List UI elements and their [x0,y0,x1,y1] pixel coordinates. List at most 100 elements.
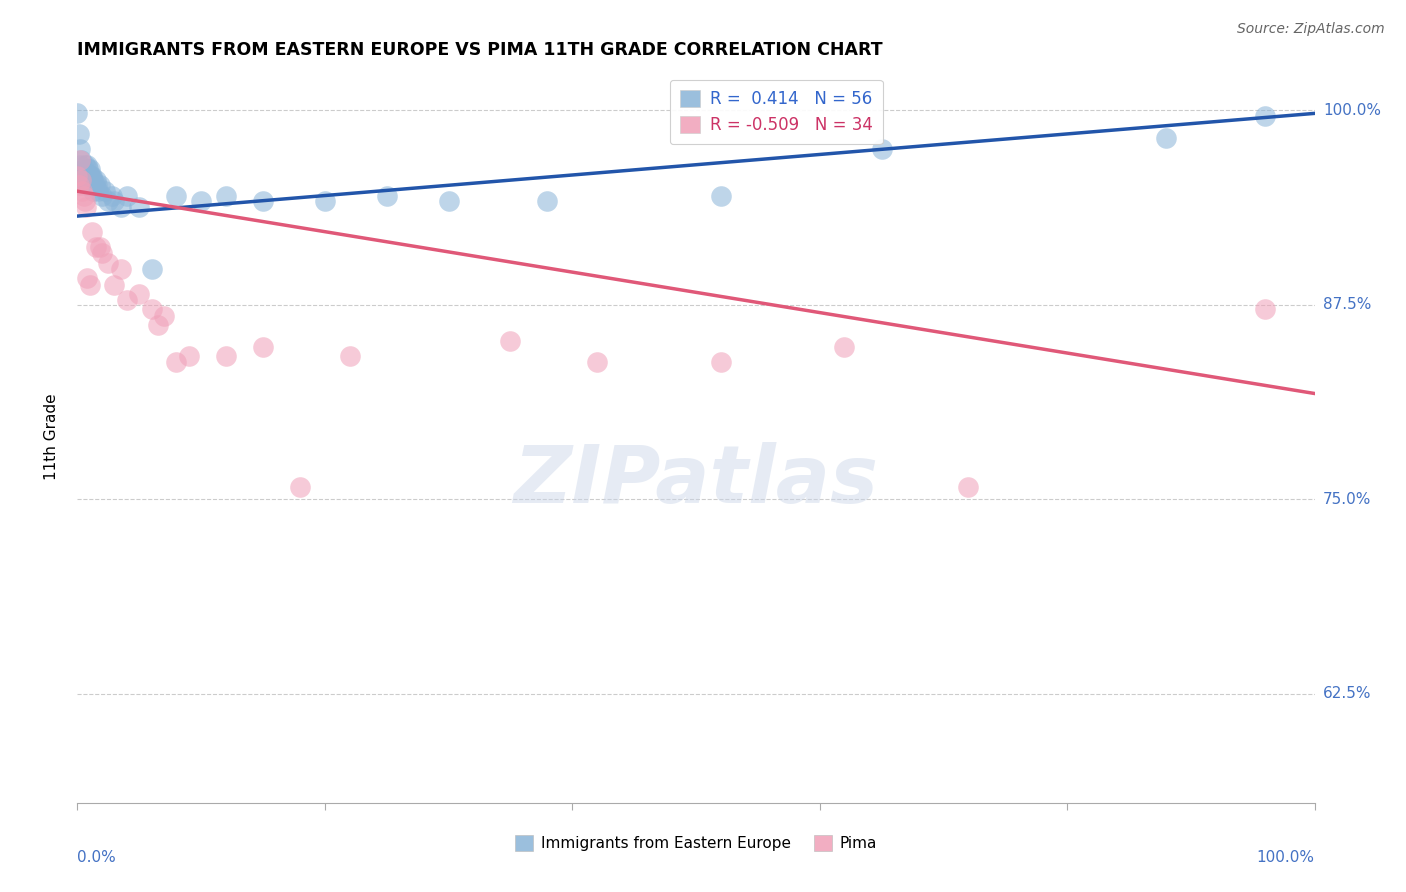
Text: Source: ZipAtlas.com: Source: ZipAtlas.com [1237,22,1385,37]
Point [710,355,733,369]
Point [76,271,98,285]
Point [110,200,132,214]
Text: 0.0%: 0.0% [77,850,117,865]
Point [73,158,96,172]
Point [76,178,98,192]
Point [73,194,96,208]
Point [87,184,110,198]
Point [79,169,101,183]
Point [72,162,94,177]
Point [72,169,94,183]
Point [83,178,105,192]
Point [70,173,93,187]
Point [70,165,93,179]
Point [252,194,274,208]
Point [72,173,94,187]
Point [82,184,104,198]
Point [73,169,96,183]
Text: IMMIGRANTS FROM EASTERN EUROPE VS PIMA 11TH GRADE CORRELATION CHART: IMMIGRANTS FROM EASTERN EUROPE VS PIMA 1… [77,41,883,59]
Point [141,302,163,317]
Y-axis label: 11th Grade: 11th Grade [44,393,59,481]
Text: 100.0%: 100.0% [1257,850,1315,865]
Point [97,194,120,208]
Text: 100.0%: 100.0% [1323,103,1381,118]
Point [84,173,107,187]
Point [89,240,111,254]
Point [177,349,200,363]
Point [375,189,398,203]
Point [141,262,163,277]
Point [536,194,558,208]
Point [67,127,90,141]
Point [77,169,100,183]
Text: 75.0%: 75.0% [1323,491,1371,507]
Point [146,318,169,332]
Point [710,189,733,203]
Point [128,286,150,301]
Point [72,184,94,198]
Point [190,194,212,208]
Point [70,153,93,167]
Text: ZIPatlas: ZIPatlas [513,442,879,520]
Point [79,178,101,192]
Point [288,480,311,494]
Point [339,349,361,363]
Point [165,355,187,369]
Point [86,178,108,192]
Point [66,169,89,183]
Point [76,158,98,172]
Point [870,142,893,156]
Point [957,480,980,494]
Point [103,194,125,208]
Legend: Immigrants from Eastern Europe, Pima: Immigrants from Eastern Europe, Pima [509,830,883,857]
Point [84,240,107,254]
Point [69,158,91,172]
Point [252,340,274,354]
Point [82,169,104,183]
Point [1154,131,1177,145]
Point [128,200,150,214]
Point [69,142,91,156]
Point [101,189,124,203]
Point [215,349,238,363]
Point [79,162,101,177]
Point [75,200,97,214]
Point [153,309,176,323]
Point [91,246,114,260]
Point [110,262,132,277]
Point [89,178,111,192]
Point [72,178,94,192]
Point [79,277,101,292]
Point [75,165,97,179]
Point [82,178,104,192]
Point [115,189,138,203]
Point [66,106,89,120]
Point [82,173,104,187]
Point [103,277,125,292]
Text: 62.5%: 62.5% [1323,686,1371,701]
Point [165,189,187,203]
Point [72,189,94,203]
Point [80,169,103,183]
Point [69,153,91,167]
Point [314,194,336,208]
Point [437,194,460,208]
Point [76,169,98,183]
Point [67,178,90,192]
Point [499,334,522,348]
Point [82,225,104,239]
Point [70,173,93,187]
Point [93,184,115,198]
Point [80,178,103,192]
Text: 87.5%: 87.5% [1323,297,1371,312]
Point [77,162,100,177]
Point [1254,302,1277,317]
Point [115,293,138,307]
Point [834,340,856,354]
Point [215,189,238,203]
Point [91,189,114,203]
Point [77,178,100,192]
Point [586,355,609,369]
Point [1254,110,1277,124]
Point [75,173,97,187]
